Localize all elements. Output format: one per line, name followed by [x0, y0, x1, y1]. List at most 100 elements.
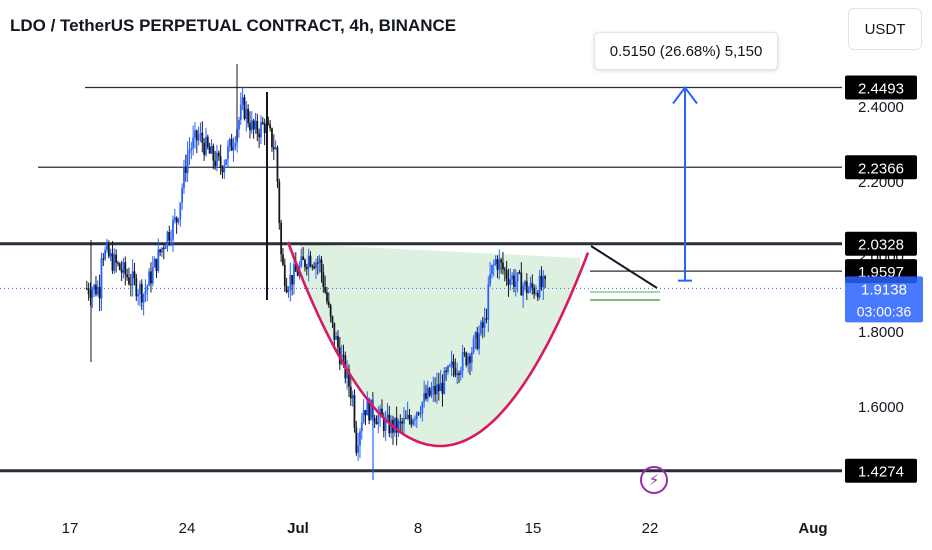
candle-body — [243, 97, 246, 119]
candle-body — [214, 160, 217, 167]
candle-body — [278, 181, 281, 223]
candle-body — [425, 393, 427, 399]
candle-body — [150, 271, 152, 284]
candle-body — [505, 270, 508, 279]
candle-body — [106, 244, 108, 250]
pattern-drawings — [286, 85, 698, 448]
candle-body — [445, 370, 448, 373]
y-tick-label: 1.6000 — [858, 399, 904, 416]
candle-body — [491, 265, 493, 275]
candle-body — [469, 356, 471, 363]
candle-body — [489, 274, 492, 285]
currency-button[interactable]: USDT — [848, 8, 922, 50]
candle-body — [140, 284, 143, 303]
candle-body — [492, 263, 495, 266]
x-tick-label: 15 — [525, 520, 542, 537]
candle-body — [370, 399, 372, 421]
candle-body — [305, 267, 308, 269]
candle-body — [414, 418, 416, 420]
candle-body — [272, 147, 275, 150]
candle-body — [122, 262, 125, 273]
candle-body — [239, 104, 242, 120]
candle-body — [463, 352, 466, 354]
candle-body — [454, 368, 457, 376]
candle-body — [113, 254, 116, 271]
candle-body — [483, 318, 486, 328]
candle-body — [184, 166, 187, 174]
candle-body — [151, 267, 154, 284]
candle-body — [216, 152, 218, 167]
y-tick-label: 1.8000 — [858, 324, 904, 341]
candle-body — [399, 421, 402, 423]
level-badge — [845, 155, 917, 180]
candle-body — [419, 413, 422, 415]
candle-body — [304, 259, 306, 268]
candle-body — [397, 421, 400, 433]
candle-body — [254, 120, 257, 130]
candle-body — [238, 119, 240, 130]
candle-body — [331, 316, 334, 323]
candle-body — [326, 292, 328, 302]
candle-body — [524, 281, 526, 287]
candle-body — [161, 247, 163, 253]
level-badge-label: 2.2366 — [858, 160, 904, 177]
candle-body — [511, 275, 514, 280]
candle-body — [245, 108, 248, 119]
level-badge — [845, 75, 917, 100]
countdown-label: 03:00:36 — [857, 303, 912, 319]
candle-body — [366, 399, 369, 416]
candle-body — [170, 239, 173, 241]
candle-body — [142, 294, 145, 303]
candle-body — [359, 431, 361, 446]
candle-body — [516, 272, 519, 282]
candle-body — [188, 149, 191, 154]
candle-body — [228, 138, 231, 147]
candle-body — [379, 408, 382, 416]
candle-body — [197, 135, 200, 141]
candle-body — [322, 272, 325, 288]
candle-body — [126, 274, 129, 278]
candle-body — [283, 264, 286, 286]
candle-body — [118, 263, 121, 270]
candle-body — [406, 414, 409, 419]
candle-body — [190, 148, 193, 150]
measure-arrow-head — [672, 85, 698, 105]
candle-body — [100, 258, 103, 299]
level-badge-label: 2.0328 — [858, 237, 904, 254]
candle-body — [476, 332, 479, 349]
candle-body — [421, 402, 424, 414]
candle-body — [324, 287, 327, 293]
candle-body — [205, 136, 207, 155]
candle-body — [252, 120, 255, 130]
candle-body — [104, 249, 107, 259]
candle-body — [221, 167, 224, 173]
candle-body — [274, 147, 277, 150]
candle-body — [309, 255, 312, 267]
candle-body — [157, 249, 160, 272]
candle-body — [384, 418, 387, 431]
candle-body — [403, 418, 405, 424]
candle-body — [120, 269, 123, 273]
candle-body — [111, 253, 114, 271]
candle-body — [430, 390, 433, 396]
candle-body — [448, 365, 451, 367]
candle-body — [377, 415, 380, 425]
candle-body — [456, 373, 459, 376]
candle-body — [536, 292, 539, 298]
candle-body — [129, 284, 132, 286]
candle-body — [351, 395, 354, 399]
candle-body — [223, 164, 226, 173]
candle-body — [437, 384, 440, 392]
level-badge-label: 2.4493 — [858, 81, 904, 98]
candle-body — [300, 256, 303, 267]
candle-body — [183, 166, 185, 189]
candle-body — [208, 147, 211, 154]
candle-body — [408, 414, 411, 420]
level-badge — [845, 458, 917, 483]
candle-body — [465, 353, 468, 365]
candle-body — [241, 97, 244, 105]
chart-title: LDO / TetherUS PERPETUAL CONTRACT, 4h, B… — [10, 16, 457, 35]
candle-body — [247, 108, 250, 124]
lightning-icon[interactable]: ⚡ — [640, 466, 668, 494]
